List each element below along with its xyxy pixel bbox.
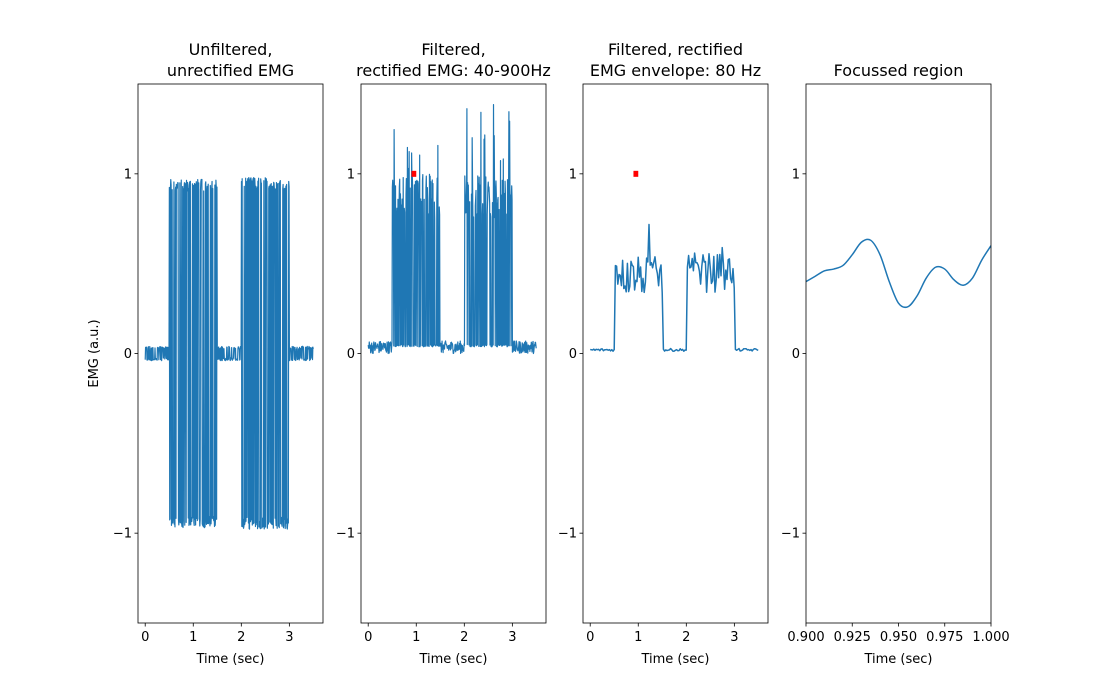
y-tick-label: −1: [558, 527, 577, 542]
x-tick-label: 0: [141, 630, 149, 645]
y-tick-label: 1: [124, 167, 132, 182]
x-tick-label: 3: [285, 630, 293, 645]
y-tick-label: 0: [347, 347, 355, 362]
subplot-2: 0 1 2 3 −1 0 1 Time (sec) Filtered, rectified EMG…: [336, 40, 551, 667]
series-line-1: [589, 223, 759, 352]
series-line-1: [806, 238, 991, 309]
chart-title: Filtered,: [421, 40, 485, 59]
subplot-4: 0.900 0.925 0.950 0.975 1.000 −1 0 1 Time (sec) F…: [781, 61, 1010, 667]
chart-title: EMG envelope: 80 Hz: [590, 61, 761, 80]
x-tick-label: 1: [412, 630, 420, 645]
x-tick-label: 0.975: [926, 630, 963, 645]
plot-area: [144, 176, 314, 530]
axes-frame: [805, 83, 992, 624]
subplot-1: 0 1 2 3 −1 0 1 Time (sec) EMG (a.u.) Unfiltered, u…: [87, 40, 324, 667]
x-tick-label: 0.900: [787, 630, 824, 645]
y-axis-label: EMG (a.u.): [87, 319, 102, 387]
axes-frame: [582, 83, 769, 624]
y-tick-label: 0: [569, 347, 577, 362]
y-tick-label: −1: [113, 527, 132, 542]
y-tick-label: 0: [792, 347, 800, 362]
x-tick-label: 1.000: [972, 630, 1009, 645]
chart-title: Unfiltered,: [189, 40, 273, 59]
chart-title: rectified EMG: 40-900Hz: [356, 61, 551, 80]
y-tick-label: 1: [347, 167, 355, 182]
x-axis-label: Time (sec): [418, 652, 487, 667]
chart-title: Focussed region: [834, 61, 964, 80]
x-tick-label: 0.950: [880, 630, 917, 645]
x-axis-label: Time (sec): [640, 652, 709, 667]
y-tick-label: 1: [792, 167, 800, 182]
series-line-1: [144, 176, 314, 530]
x-tick-label: 0: [364, 630, 372, 645]
subplot-3: 0 1 2 3 −1 0 1 Time (sec) Filtered, rectified EMG…: [558, 40, 769, 667]
x-tick-label: 2: [460, 630, 468, 645]
x-tick-label: 2: [682, 630, 690, 645]
x-tick-label: 3: [730, 630, 738, 645]
x-tick-label: 0.925: [834, 630, 871, 645]
chart-title: unrectified EMG: [167, 61, 294, 80]
plot-area: [589, 170, 759, 352]
plot-area: [367, 104, 537, 355]
y-tick-label: −1: [781, 527, 800, 542]
y-tick-label: 1: [569, 167, 577, 182]
y-tick-label: −1: [336, 527, 355, 542]
y-tick-label: 0: [124, 347, 132, 362]
x-axis-label: Time (sec): [863, 652, 932, 667]
x-tick-label: 3: [508, 630, 516, 645]
plot-area: [806, 238, 991, 309]
x-tick-label: 1: [634, 630, 642, 645]
x-tick-label: 2: [237, 630, 245, 645]
x-axis-label: Time (sec): [195, 652, 264, 667]
x-tick-label: 0: [586, 630, 594, 645]
chart-title: Filtered, rectified: [608, 40, 743, 59]
x-tick-label: 1: [189, 630, 197, 645]
series-line-1: [367, 104, 537, 355]
